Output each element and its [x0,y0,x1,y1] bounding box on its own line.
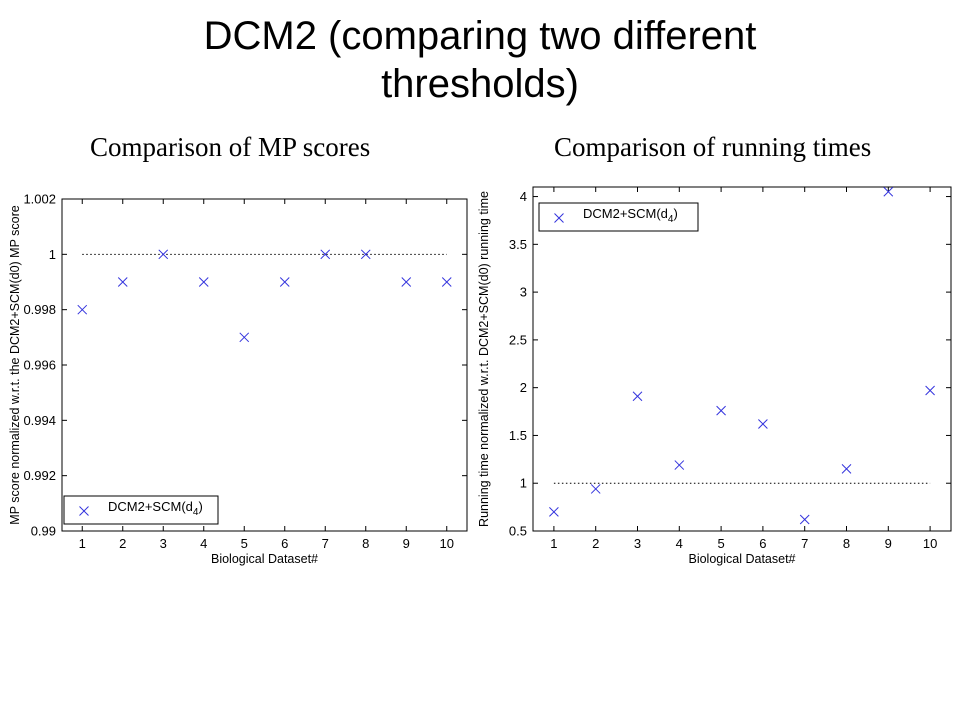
mp-data-point [77,304,88,315]
rt-legend-label-subscript: 4 [668,214,674,225]
rt-x-tick-label: 4 [676,536,683,551]
mp-data-point [279,277,290,287]
mp-data-point [360,249,371,260]
rt-y-tick-label: 3.5 [509,237,527,252]
running-times-panel-title: Comparison of running times [554,132,872,162]
mp-x-tick-label: 7 [322,536,329,551]
mp-data-point [441,277,452,287]
rt-y-tick-label: 3 [520,285,527,300]
rt-data-point [716,405,726,416]
rt-y-tick-label: 1 [520,476,527,491]
mp-y-tick-label: 0.998 [23,302,56,317]
rt-y-tick-label: 1.5 [509,428,527,443]
mp-y-tick-label: 0.992 [23,468,56,483]
rt-x-tick-label: 1 [550,536,557,551]
mp-x-tick-label: 4 [200,536,207,551]
rt-legend-label-text: DCM2+SCM(d [583,206,668,221]
slide-title-line-1: DCM2 (comparing two different [203,14,757,58]
rt-x-tick-label: 10 [923,536,937,551]
rt-data-point [549,507,559,517]
rt-x-tick-label: 9 [885,536,892,551]
mp-data-point [401,277,412,287]
rt-y-axis-label: Running time normalized w.r.t. DCM2+SCM(… [477,191,491,527]
rt-y-tick-label: 0.5 [509,524,527,539]
rt-legend-box [538,202,699,232]
rt-data-point [883,186,894,197]
rt-data-point [632,391,643,402]
mp-legend-label-suffix: ) [198,499,202,514]
mp-legend-box [63,495,219,525]
slide-title-line-2: thresholds) [381,62,579,106]
rt-data-point [758,419,768,429]
rt-data-point [799,514,810,525]
mp-x-tick-label: 10 [440,536,454,551]
rt-x-tick-label: 3 [634,536,641,551]
mp-scores-panel-title: Comparison of MP scores [90,132,371,162]
rt-x-tick-label: 6 [759,536,766,551]
rt-x-tick-label: 8 [843,536,850,551]
rt-plot-frame [532,186,952,532]
rt-x-tick-label: 5 [717,536,724,551]
rt-y-tick-label: 4 [520,189,527,204]
mp-legend-label-text: DCM2+SCM(d [108,499,193,514]
rt-data-point [590,484,601,494]
mp-y-axis-label: MP score normalized w.r.t. the DCM2+SCM(… [8,205,22,524]
rt-legend-marker [554,213,564,223]
rt-legend-label: DCM2+SCM(d4) [583,206,678,225]
mp-y-tick-label: 0.99 [31,524,56,539]
mp-data-point [239,332,250,343]
mp-data-point [198,277,209,287]
rt-x-tick-label: 2 [592,536,599,551]
mp-x-tick-label: 3 [160,536,167,551]
mp-x-tick-label: 6 [281,536,288,551]
rt-data-point [674,460,685,470]
mp-data-point [320,249,331,260]
slide-title: DCM2 (comparing two different thresholds… [0,12,960,108]
rt-x-tick-label: 7 [801,536,808,551]
mp-score-chart: 1 2 3 4 5 6 7 8 9 10 0.99 0.992 0.994 0.996 0.998 1 1.00… [8,192,468,566]
mp-x-axis-label: Biological Dataset# [211,552,318,566]
mp-y-tick-label: 0.996 [23,358,56,373]
rt-legend-label-suffix: ) [673,206,677,221]
mp-x-tick-label: 8 [362,536,369,551]
mp-y-tick-label: 0.994 [23,413,56,428]
mp-data-point [158,249,169,260]
mp-x-tick-label: 5 [241,536,248,551]
rt-data-point [841,464,852,474]
rt-y-tick-label: 2 [520,380,527,395]
rt-y-tick-label: 2.5 [509,332,527,347]
mp-legend-label-subscript: 4 [193,507,199,518]
mp-x-tick-label: 2 [119,536,126,551]
mp-legend-marker [79,506,89,516]
mp-x-tick-label: 9 [403,536,410,551]
mp-data-point [117,277,128,287]
mp-y-tick-label: 1.002 [23,192,56,207]
mp-y-tick-label: 1 [49,247,56,262]
rt-data-point [925,385,935,396]
mp-x-tick-label: 1 [79,536,86,551]
rt-x-axis-label: Biological Dataset# [688,552,795,566]
mp-legend-label: DCM2+SCM(d4) [108,499,203,518]
